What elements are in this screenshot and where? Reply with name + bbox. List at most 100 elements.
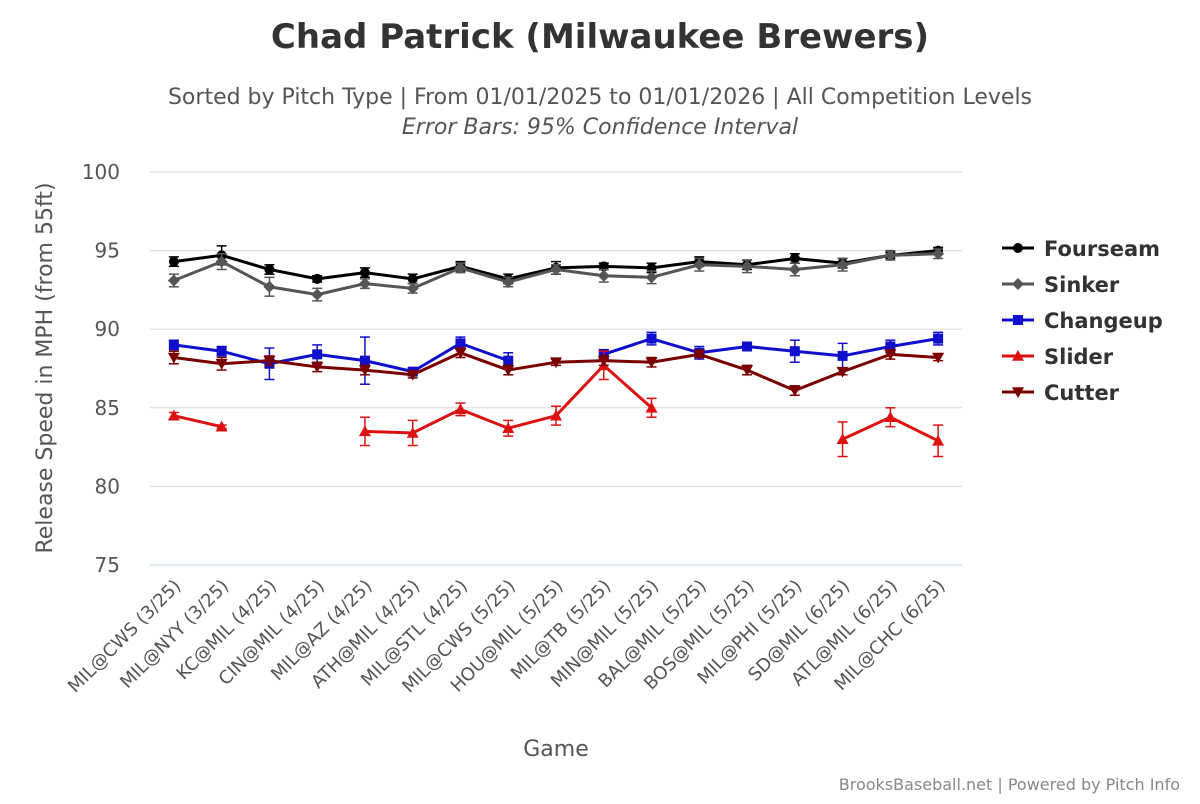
y-tick-label: 90 <box>95 317 120 341</box>
data-point-sinker <box>645 271 658 284</box>
legend-item-cutter[interactable]: Cutter <box>1002 381 1120 405</box>
data-point-fourseam <box>359 267 370 278</box>
legend-marker-cutter <box>1012 387 1024 398</box>
data-point-sinker <box>836 258 849 271</box>
series-sinker <box>167 247 945 302</box>
data-point-changeup <box>359 355 370 366</box>
y-tick-label: 95 <box>95 239 120 263</box>
data-point-sinker <box>597 269 610 282</box>
data-point-changeup <box>312 349 323 360</box>
data-point-sinker <box>263 280 276 293</box>
chart-subtitle: Sorted by Pitch Type | From 01/01/2025 t… <box>168 85 1032 110</box>
y-axis-title: Release Speed in MPH (from 55ft) <box>33 182 58 553</box>
data-point-cutter <box>645 357 658 369</box>
legend[interactable]: Fourseam Sinker Changeup Slider Cutter <box>1002 237 1163 405</box>
y-axis-ticks: 75 80 85 90 95 100 <box>82 160 120 577</box>
data-point-changeup <box>168 339 179 350</box>
data-point-slider <box>215 420 228 432</box>
legend-item-fourseam[interactable]: Fourseam <box>1002 237 1160 261</box>
series-layer <box>167 245 945 458</box>
data-point-slider <box>884 411 897 423</box>
data-point-slider <box>645 401 658 413</box>
data-point-cutter <box>884 349 897 361</box>
data-point-changeup <box>646 333 657 344</box>
legend-label-fourseam: Fourseam <box>1044 237 1160 261</box>
data-point-slider <box>454 403 467 415</box>
data-point-slider <box>550 409 562 421</box>
series-line-changeup <box>173 341 509 374</box>
y-tick-label: 100 <box>82 160 120 184</box>
series-changeup <box>168 331 944 385</box>
x-axis-title: Game <box>523 737 589 762</box>
legend-marker-fourseam <box>1013 243 1023 253</box>
data-point-cutter <box>836 366 849 378</box>
data-point-slider <box>167 409 180 421</box>
chart-title: Chad Patrick (Milwaukee Brewers) <box>271 17 929 57</box>
data-point-slider <box>358 425 371 437</box>
legend-marker-sinker <box>1012 278 1024 290</box>
y-tick-label: 80 <box>95 474 120 498</box>
data-point-changeup <box>933 333 944 344</box>
data-point-changeup <box>503 355 514 366</box>
legend-item-slider[interactable]: Slider <box>1002 345 1114 369</box>
data-point-fourseam <box>264 264 275 275</box>
data-point-fourseam <box>789 253 800 264</box>
data-point-cutter <box>263 355 276 367</box>
data-point-changeup <box>216 346 227 357</box>
legend-item-sinker[interactable]: Sinker <box>1002 273 1120 297</box>
data-point-cutter <box>932 352 945 364</box>
data-point-sinker <box>741 260 754 273</box>
data-point-changeup <box>455 338 466 349</box>
legend-label-sinker: Sinker <box>1044 273 1120 297</box>
series-line-slider <box>173 414 222 429</box>
data-point-sinker <box>502 276 515 289</box>
x-axis-ticks: MIL@CWS (3/25)MIL@NYY (3/25)KC@MIL (4/25… <box>64 576 950 698</box>
data-point-slider <box>502 422 515 434</box>
data-point-sinker <box>406 282 419 295</box>
data-point-fourseam <box>168 256 179 267</box>
series-cutter <box>167 347 945 397</box>
data-point-sinker <box>454 261 467 274</box>
data-point-slider <box>836 433 849 445</box>
data-point-changeup <box>742 341 753 352</box>
legend-label-changeup: Changeup <box>1044 309 1163 333</box>
data-point-cutter <box>693 349 706 361</box>
data-point-cutter <box>741 365 754 377</box>
data-point-changeup <box>885 341 896 352</box>
data-point-sinker <box>932 247 945 260</box>
data-point-sinker <box>884 249 897 262</box>
data-point-cutter <box>311 362 324 373</box>
data-point-sinker <box>358 277 371 290</box>
data-point-sinker <box>788 263 801 276</box>
data-point-cutter <box>788 385 801 397</box>
data-point-slider <box>932 434 945 446</box>
data-point-cutter <box>550 357 562 369</box>
data-point-changeup <box>789 346 800 357</box>
series-line-changeup <box>603 337 939 358</box>
y-tick-label: 85 <box>95 396 120 420</box>
data-point-cutter <box>215 358 228 370</box>
data-point-cutter <box>454 347 467 359</box>
data-point-fourseam <box>312 273 323 284</box>
data-point-changeup <box>837 350 848 361</box>
data-point-sinker <box>311 288 324 301</box>
chart-subtitle-error-bars: Error Bars: 95% Confidence Interval <box>402 115 798 140</box>
y-tick-label: 75 <box>95 553 120 577</box>
data-point-cutter <box>597 355 610 367</box>
data-point-sinker <box>693 258 706 271</box>
legend-label-slider: Slider <box>1044 345 1114 369</box>
legend-label-cutter: Cutter <box>1044 381 1120 405</box>
data-point-sinker <box>215 255 228 268</box>
legend-marker-slider <box>1012 350 1024 361</box>
data-point-cutter <box>406 369 419 381</box>
legend-item-changeup[interactable]: Changeup <box>1002 309 1163 333</box>
legend-marker-changeup <box>1013 315 1023 325</box>
data-point-sinker <box>550 263 562 276</box>
data-point-fourseam <box>407 273 418 284</box>
credits-text[interactable]: BrooksBaseball.net | Powered by Pitch In… <box>839 775 1180 794</box>
data-point-slider <box>406 426 419 438</box>
data-point-cutter <box>358 365 371 377</box>
data-point-cutter <box>502 365 515 377</box>
